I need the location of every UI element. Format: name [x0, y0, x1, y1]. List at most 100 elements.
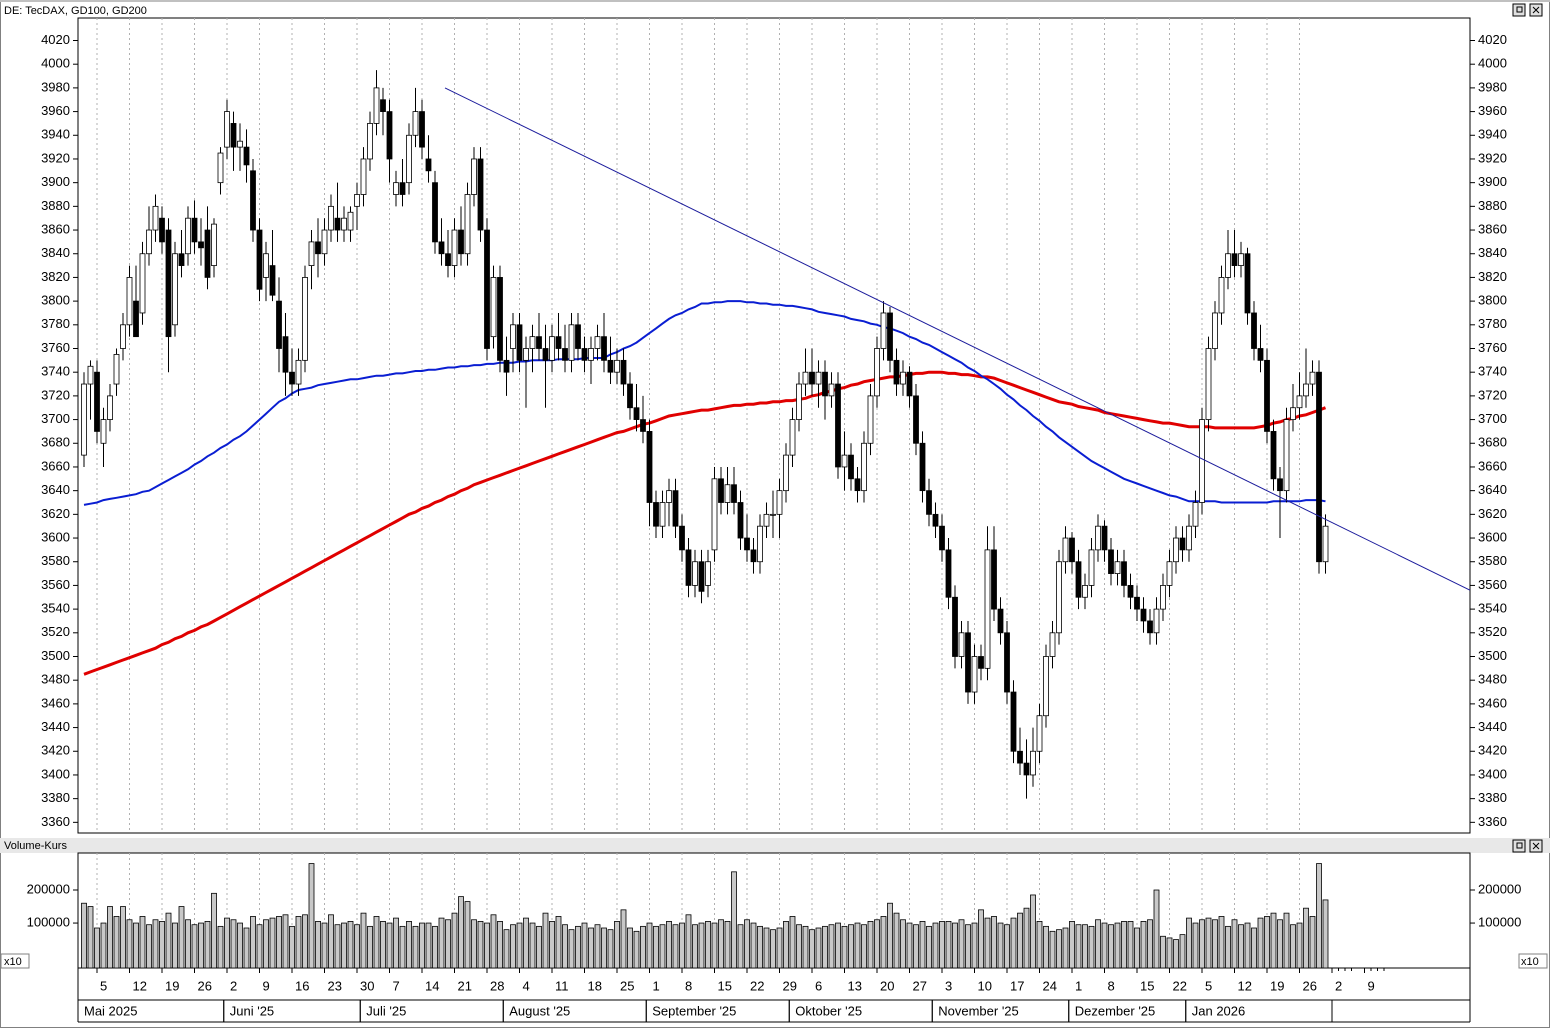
y-tick-label: 3760 — [41, 340, 70, 355]
candle-body — [471, 158, 477, 195]
candle-body — [87, 365, 94, 385]
volume-bar — [536, 925, 542, 969]
candle-body — [126, 277, 133, 326]
candle-body — [796, 383, 802, 420]
volume-bar — [1231, 919, 1238, 969]
candle-body — [906, 371, 913, 397]
volume-bar — [484, 922, 490, 969]
volume-bar — [263, 919, 269, 969]
volume-bar — [217, 925, 224, 969]
volume-bar — [1114, 922, 1121, 969]
y-tick-label: 3500 — [41, 648, 70, 663]
candle-body — [1322, 525, 1329, 563]
x-tick-label: 25 — [620, 978, 634, 993]
candle-body — [1218, 277, 1225, 314]
candle-body — [666, 490, 672, 503]
y-tick-label: 3900 — [41, 174, 70, 189]
month-label: November '25 — [938, 1003, 1019, 1018]
candle-body — [412, 111, 419, 136]
window-controls[interactable] — [1512, 3, 1543, 853]
candle-body — [913, 395, 919, 444]
volume-bar — [841, 925, 848, 969]
y-tick-label: 3520 — [1478, 624, 1507, 639]
volume-bar — [120, 906, 126, 969]
y-tick-label: 3940 — [41, 127, 70, 142]
maximize-button[interactable] — [1512, 839, 1526, 853]
candle-body — [1277, 478, 1283, 492]
volume-bar — [789, 916, 796, 969]
maximize-button[interactable] — [1512, 3, 1526, 17]
x-tick-label: 1 — [653, 978, 660, 993]
x-tick-label: 8 — [1108, 978, 1115, 993]
y-tick-label: 3680 — [1478, 435, 1507, 450]
y-tick-label: 3480 — [1478, 672, 1507, 687]
candle-body — [315, 241, 321, 255]
volume-bar — [1244, 922, 1251, 969]
volume-header — [0, 838, 1550, 853]
candle-body — [919, 442, 926, 492]
volume-bar — [1023, 907, 1030, 969]
volume-bar — [588, 927, 594, 969]
candle-body — [490, 277, 497, 338]
volume-bar — [1225, 925, 1231, 969]
y-tick-label: 3400 — [41, 766, 70, 781]
volume-bar — [1283, 912, 1290, 969]
volume-bar — [367, 925, 373, 969]
volume-bar — [503, 929, 510, 969]
volume-bar — [1238, 924, 1244, 969]
volume-bar — [289, 925, 295, 969]
candle-body — [503, 359, 510, 373]
volume-bar — [1121, 921, 1127, 969]
candle-body — [393, 182, 399, 195]
volume-bar — [776, 927, 783, 969]
candle-body — [1004, 632, 1010, 693]
month-label: Oktober '25 — [795, 1003, 862, 1018]
y-tick-label: 4000 — [1478, 56, 1507, 71]
candle-body — [562, 348, 568, 361]
volume-bar — [1030, 894, 1036, 969]
candle-body — [594, 336, 601, 349]
volume-bar — [334, 924, 341, 969]
candle-body — [510, 324, 516, 349]
volume-bar — [276, 916, 282, 969]
x-tick-label: 19 — [1270, 978, 1284, 993]
y-tick-label: 3840 — [1478, 245, 1507, 260]
candle-body — [139, 253, 146, 314]
volume-bar — [575, 925, 581, 969]
candle-body — [354, 194, 360, 207]
candle-body — [711, 478, 718, 551]
volume-bar — [516, 922, 523, 969]
volume-bar — [490, 914, 497, 969]
candle-body — [237, 140, 243, 148]
candle-body — [204, 229, 211, 278]
candle-body — [282, 336, 289, 373]
volume-bar — [614, 921, 620, 969]
x-tick-label: 24 — [1043, 978, 1057, 993]
y-tick-label: 3700 — [1478, 411, 1507, 426]
volume-bar — [802, 925, 809, 969]
candle-body — [679, 525, 685, 551]
y-tick-label: 3640 — [41, 482, 70, 497]
x-tick-label: 26 — [1303, 978, 1317, 993]
top-edge — [0, 0, 1550, 2]
y-tick-label: 3660 — [41, 458, 70, 473]
volume-bar — [991, 916, 997, 969]
volume-bar — [854, 922, 861, 969]
y-tick-label: 3960 — [1478, 103, 1507, 118]
candle-body — [991, 549, 997, 610]
candle-body — [1270, 431, 1277, 480]
moving-average-line — [83, 300, 1326, 506]
volume-bar — [1069, 921, 1075, 969]
volume-bar — [237, 922, 243, 969]
candle-body — [568, 324, 575, 361]
volume-bar — [1088, 925, 1095, 969]
candle-body — [1238, 253, 1244, 266]
volume-bar — [620, 909, 627, 969]
candle-body — [1199, 419, 1205, 503]
chart-title: DE: TecDAX, GD100, GD200 — [4, 5, 147, 17]
x-tick-label: 14 — [425, 978, 439, 993]
candle-body — [750, 549, 757, 563]
volume-bar — [133, 922, 139, 969]
candle-body — [588, 348, 594, 361]
